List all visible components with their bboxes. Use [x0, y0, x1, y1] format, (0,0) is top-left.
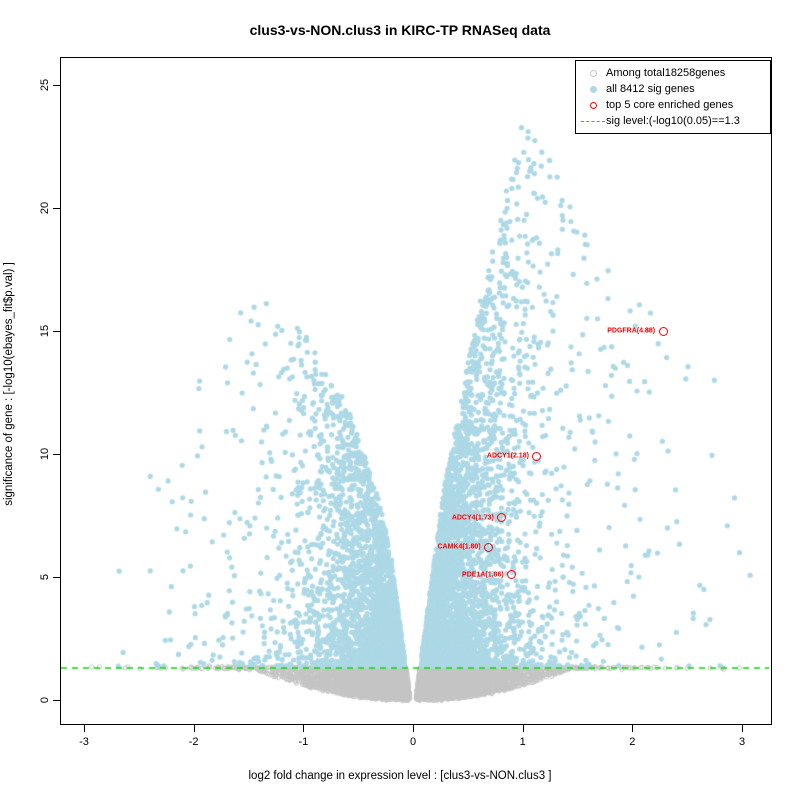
y-axis-tick: [53, 85, 60, 86]
x-axis-tick-label: 3: [738, 736, 746, 748]
legend-item-label: Among total18258genes: [606, 67, 726, 79]
y-axis-tick-label: 20: [39, 201, 51, 215]
y-axis-tick-label: 5: [39, 573, 51, 581]
top-gene-label: ADCY1(2.18): [486, 452, 529, 460]
plot-area: [60, 57, 772, 725]
x-axis-tick-label: -2: [188, 736, 199, 748]
legend-item-label: sig level:(-log10(0.05)==1.3: [606, 115, 740, 127]
y-axis-label: significance of gene : [-log10(ebayes_fi…: [3, 262, 15, 506]
y-axis-tick-label: 0: [39, 696, 51, 704]
legend-item: all 8412 sig genes: [580, 81, 764, 97]
x-axis-tick-label: 2: [629, 736, 636, 748]
legend-box: Among total18258genes all 8412 sig genes t…: [575, 60, 771, 134]
legend-item: sig level:(-log10(0.05)==1.3: [580, 113, 764, 129]
y-axis-tick-label: 10: [39, 447, 51, 461]
legend-item-label: top 5 core enriched genes: [606, 99, 734, 111]
open-circle-icon: [580, 69, 606, 77]
top-gene-label: PDE1A(1.86): [462, 571, 504, 579]
x-axis-tick-label: 0: [409, 736, 417, 748]
x-axis-tick: [83, 725, 85, 732]
x-axis-tick: [413, 725, 414, 732]
x-axis-tick: [193, 725, 195, 732]
x-axis-tick-label: -1: [298, 736, 309, 748]
legend-item: Among total18258genes: [580, 65, 764, 81]
top-gene-marker: [658, 326, 668, 336]
top-gene-label: CAMK4(1.80): [437, 543, 481, 551]
y-axis-tick: [53, 208, 60, 209]
x-axis-label: log2 fold change in expression level : […: [248, 770, 552, 782]
top-gene-marker: [484, 542, 494, 552]
top-gene-marker: [532, 451, 542, 461]
y-axis-tick: [53, 454, 60, 455]
y-axis-tick: [53, 331, 60, 332]
top-gene-marker: [507, 570, 517, 580]
x-axis-tick: [742, 725, 743, 732]
x-axis-tick: [632, 725, 634, 732]
y-axis-tick-label: 15: [39, 324, 51, 338]
y-axis-tick: [53, 700, 60, 701]
top-gene-marker: [497, 513, 507, 523]
x-axis-tick: [522, 725, 524, 732]
x-axis-tick-label: 1: [519, 736, 526, 748]
dashed-line-icon: [580, 120, 606, 122]
legend-item: top 5 core enriched genes: [580, 97, 764, 113]
y-axis-tick: [53, 577, 60, 578]
scatter-points-canvas: [61, 58, 769, 722]
filled-circle-icon: [580, 85, 606, 93]
chart-title: clus3-vs-NON.clus3 in KIRC-TP RNASeq dat…: [249, 22, 551, 38]
top-gene-label: ADCY4(1.73): [451, 514, 494, 522]
y-axis-tick-label: 25: [39, 78, 51, 92]
open-circle-icon: [580, 101, 606, 109]
top-gene-label: PDGFRA(4.88): [607, 327, 656, 335]
legend-item-label: all 8412 sig genes: [606, 83, 695, 95]
x-axis-tick-label: -3: [79, 736, 89, 748]
x-axis-tick: [303, 725, 305, 732]
